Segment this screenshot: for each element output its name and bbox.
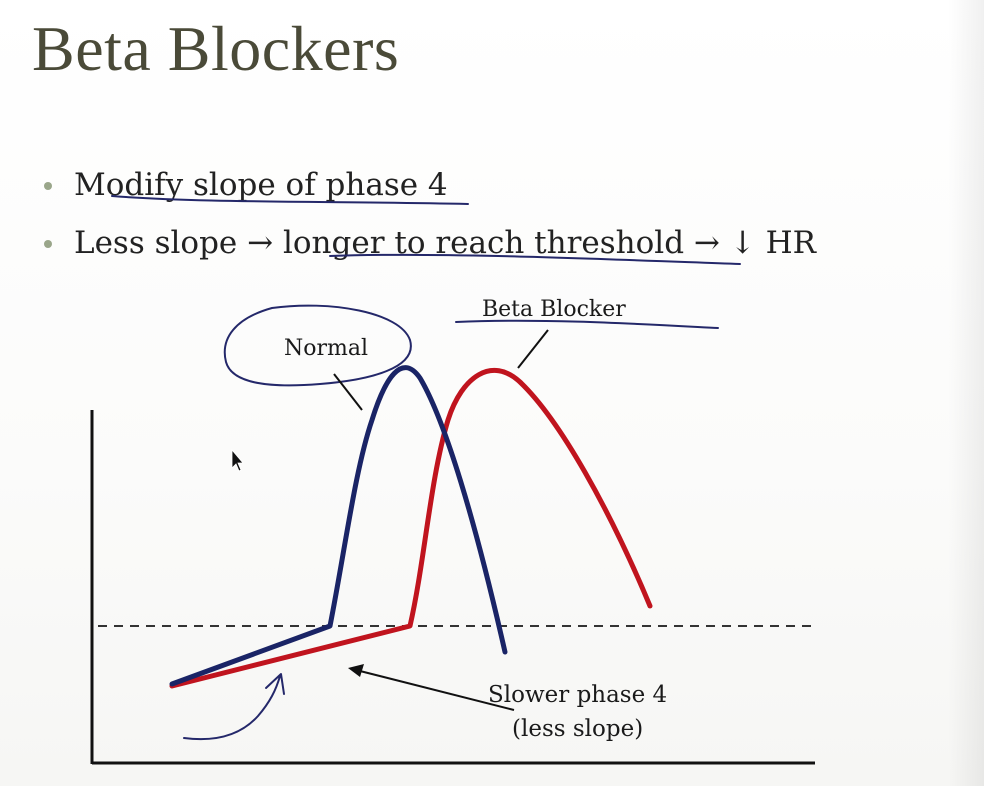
slower-phase-label-line1: Slower phase 4: [488, 682, 667, 708]
normal-curve: [169, 365, 508, 687]
normal-label: Normal: [284, 336, 368, 361]
slower-phase-arrowhead: [348, 664, 364, 677]
beta-blocker-pointer-line: [517, 329, 549, 369]
beta-blocker-label: Beta Blocker: [482, 297, 626, 322]
ink-curved-arrow: [183, 675, 281, 741]
slower-phase-label-line2: (less slope): [512, 716, 643, 742]
mouse-cursor-icon: [231, 448, 244, 472]
ink-underline-beta-blocker: [455, 319, 719, 329]
bullet-dot: [44, 182, 52, 190]
slower-phase-arrow-shaft: [355, 669, 515, 711]
slide-edge-shadow: [948, 0, 984, 786]
normal-pointer-line: [333, 373, 363, 411]
slide-title: Beta Blockers: [32, 13, 400, 84]
beta-blocker-curve: [169, 368, 653, 689]
ink-curved-arrowhead: [265, 673, 285, 695]
ink-circle-normal: [223, 304, 412, 387]
ink-underline-bullet-1: [111, 195, 469, 205]
bullet-dot: [44, 240, 52, 248]
ink-underline-bullet-2: [329, 253, 741, 265]
